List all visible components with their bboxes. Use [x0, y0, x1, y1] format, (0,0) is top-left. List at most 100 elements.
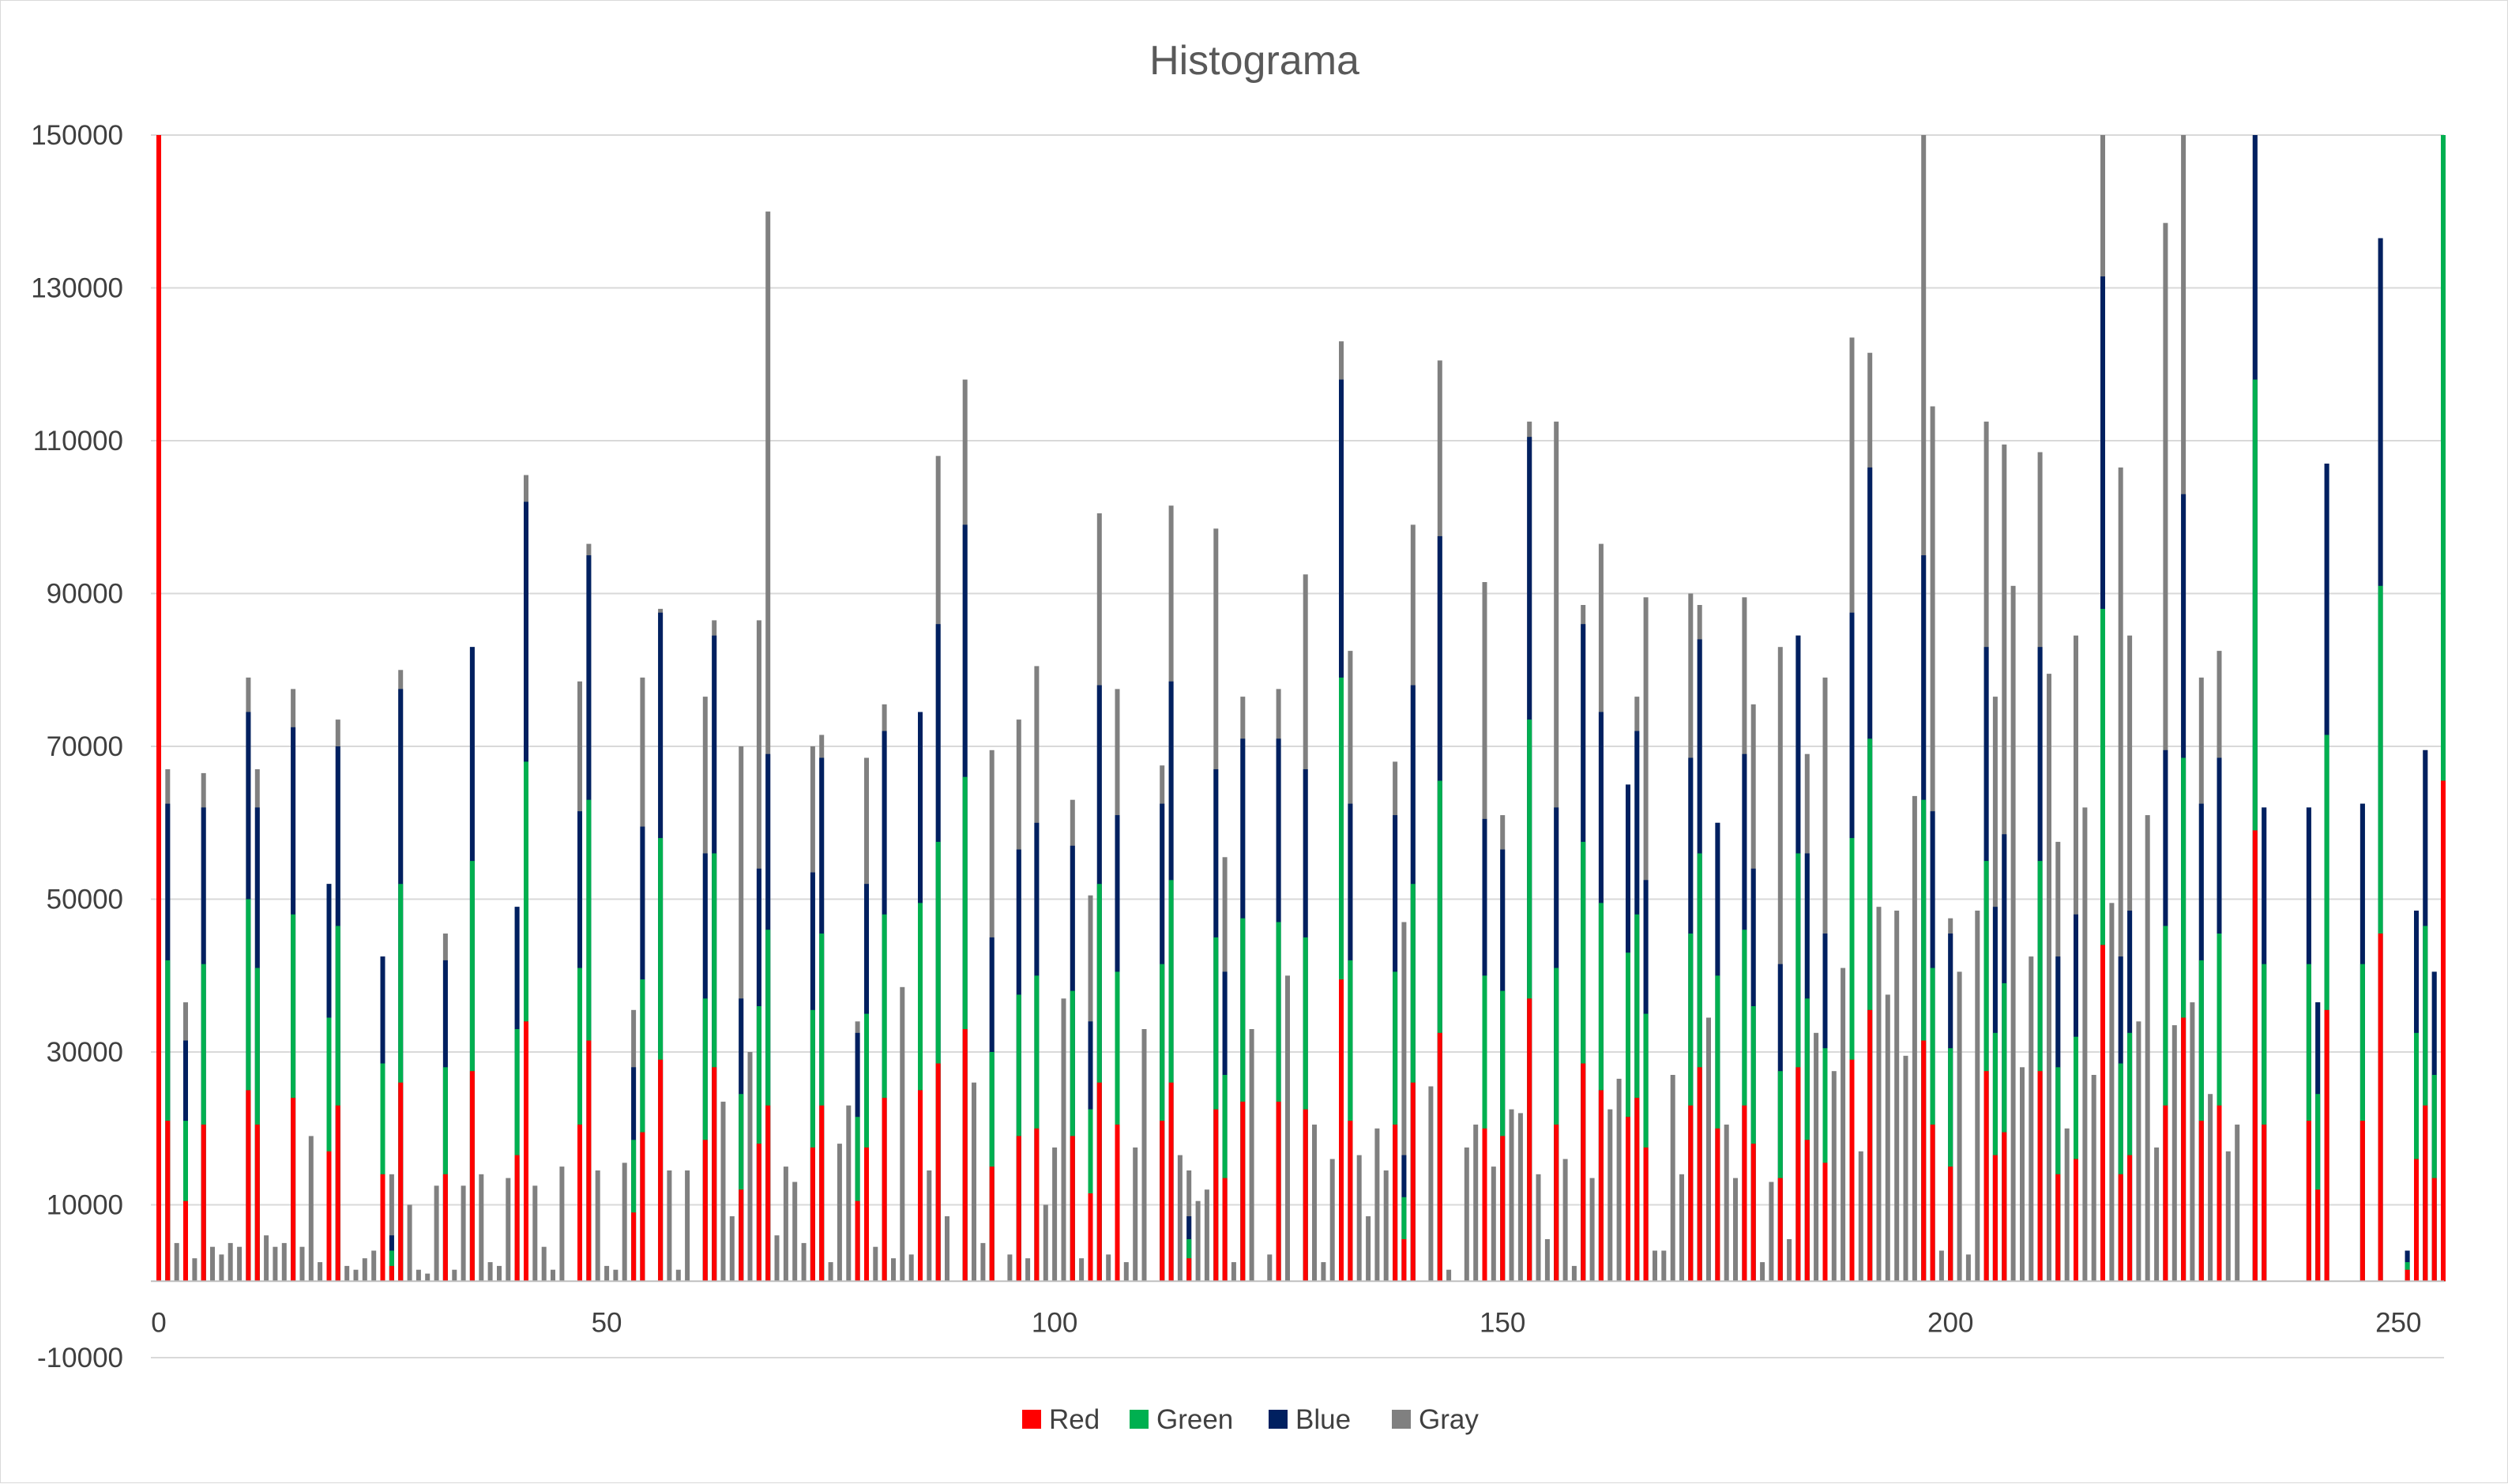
bar-red-78	[855, 1200, 860, 1282]
bar-gray-66	[747, 1052, 753, 1282]
bar-gray-22	[353, 1269, 359, 1282]
bar-red-219	[2118, 1174, 2123, 1282]
x-tick-label: 100	[1032, 1307, 1077, 1338]
bar-gray-169	[1670, 1075, 1675, 1282]
bar-gray-82	[891, 1258, 896, 1282]
bar-red-40	[514, 1155, 520, 1282]
bar-red-140	[1410, 1082, 1416, 1282]
bar-red-27	[398, 1082, 404, 1282]
bar-red-74	[819, 1105, 825, 1282]
y-tick-label: -10000	[37, 1343, 123, 1373]
bar-green-132	[1339, 677, 1344, 1282]
bar-green-78	[855, 1117, 860, 1282]
bar-gray-135	[1366, 1216, 1371, 1282]
bar-green-143	[1437, 780, 1442, 1282]
bar-red-41	[524, 1021, 528, 1282]
bar-green-191	[1867, 738, 1873, 1282]
bar-green-53	[631, 1140, 637, 1282]
y-tick-label: 90000	[47, 579, 123, 610]
legend-swatch-gray	[1392, 1410, 1411, 1429]
bar-red-90	[962, 1029, 968, 1282]
bar-red-25	[380, 1174, 385, 1282]
y-axis: -10000 10000 30000 50000 70000 90000 110000 130…	[31, 120, 123, 1373]
bar-gray-126	[1285, 975, 1290, 1282]
bar-gray-8	[227, 1242, 233, 1282]
y-tick-label: 50000	[47, 885, 123, 915]
bar-red-53	[631, 1212, 637, 1282]
bar-gray-77	[846, 1105, 852, 1282]
bar-gray-175	[1724, 1124, 1729, 1282]
bar-green-48	[586, 799, 592, 1282]
bar-green-87	[935, 841, 941, 1282]
x-tick-label: 0	[151, 1307, 166, 1338]
bar-gray-9	[237, 1246, 243, 1282]
bar-red-166	[1643, 1147, 1649, 1282]
bar-gray-227	[2190, 1002, 2195, 1282]
bar-gray-63	[720, 1101, 726, 1282]
bar-gray-31	[434, 1185, 439, 1282]
bar-gray-208	[2020, 1067, 2025, 1282]
bar-red-139	[1401, 1239, 1407, 1282]
bar-red-102	[1070, 1136, 1075, 1282]
bar-gray-187	[1831, 1071, 1837, 1282]
bar-gray-193	[1885, 994, 1890, 1282]
bar-green-5	[201, 964, 206, 1282]
bar-green-20	[335, 926, 340, 1282]
y-tick-label: 110000	[33, 426, 123, 456]
bar-green-200	[1948, 1048, 1953, 1282]
legend-swatch-red	[1022, 1410, 1041, 1429]
bar-gray-95	[1007, 1254, 1013, 1282]
bar-red-0	[156, 135, 161, 1282]
bar-gray-29	[415, 1269, 421, 1282]
bar-red-98	[1034, 1128, 1040, 1282]
bar-red-48	[586, 1040, 592, 1282]
bar-gray-179	[1760, 1262, 1765, 1282]
bar-red-186	[1822, 1163, 1828, 1282]
bar-red-150	[1500, 1136, 1506, 1282]
bar-red-214	[2074, 1159, 2078, 1282]
bar-gray-70	[783, 1167, 788, 1282]
bar-red-121	[1240, 1101, 1246, 1282]
bar-gray-68	[765, 211, 771, 1282]
x-axis: 0 50 100 150 200 250	[151, 1280, 2444, 1338]
bar-gray-39	[506, 1178, 511, 1282]
bar-gray-221	[2136, 1021, 2141, 1282]
bar-green-242	[2324, 734, 2329, 1282]
bar-red-210	[2037, 1071, 2043, 1282]
bar-red-171	[1688, 1105, 1694, 1282]
bar-gray-26	[389, 1174, 394, 1282]
bar-green-32	[442, 1067, 448, 1282]
bar-gray-17	[308, 1136, 314, 1282]
bar-red-87	[935, 1063, 941, 1282]
bar-gray-147	[1473, 1124, 1479, 1282]
bar-gray-137	[1383, 1170, 1389, 1282]
bar-red-220	[2127, 1155, 2133, 1282]
bar-gray-146	[1464, 1147, 1469, 1282]
bar-gray-116	[1195, 1200, 1201, 1282]
bar-gray-42	[532, 1185, 538, 1282]
bar-green-121	[1240, 918, 1246, 1282]
bar-gray-122	[1249, 1029, 1254, 1282]
bar-red-119	[1222, 1178, 1228, 1282]
bar-red-11	[254, 1124, 260, 1282]
bar-gray-69	[774, 1235, 780, 1282]
bar-gray-196	[1912, 795, 1917, 1282]
bar-green-26	[389, 1250, 394, 1282]
bar-red-251	[2405, 1269, 2410, 1282]
y-tick-label: 30000	[47, 1037, 123, 1068]
bar-gray-173	[1706, 1017, 1711, 1282]
bar-red-183	[1795, 1067, 1801, 1282]
bar-green-65	[739, 1094, 744, 1282]
bar-gray-219	[2118, 467, 2123, 1282]
bar-green-219	[2118, 1063, 2123, 1282]
bar-gray-211	[2047, 674, 2051, 1282]
bar-red-132	[1339, 979, 1344, 1282]
bar-red-1	[165, 1121, 171, 1282]
bar-gray-91	[972, 1082, 976, 1282]
legend-swatch-green	[1130, 1410, 1149, 1429]
bar-gray-106	[1106, 1254, 1111, 1282]
legend-label-red: Red	[1049, 1404, 1100, 1435]
bar-green-73	[810, 1009, 815, 1282]
bar-gray-71	[792, 1182, 798, 1282]
bar-red-164	[1626, 1117, 1630, 1282]
